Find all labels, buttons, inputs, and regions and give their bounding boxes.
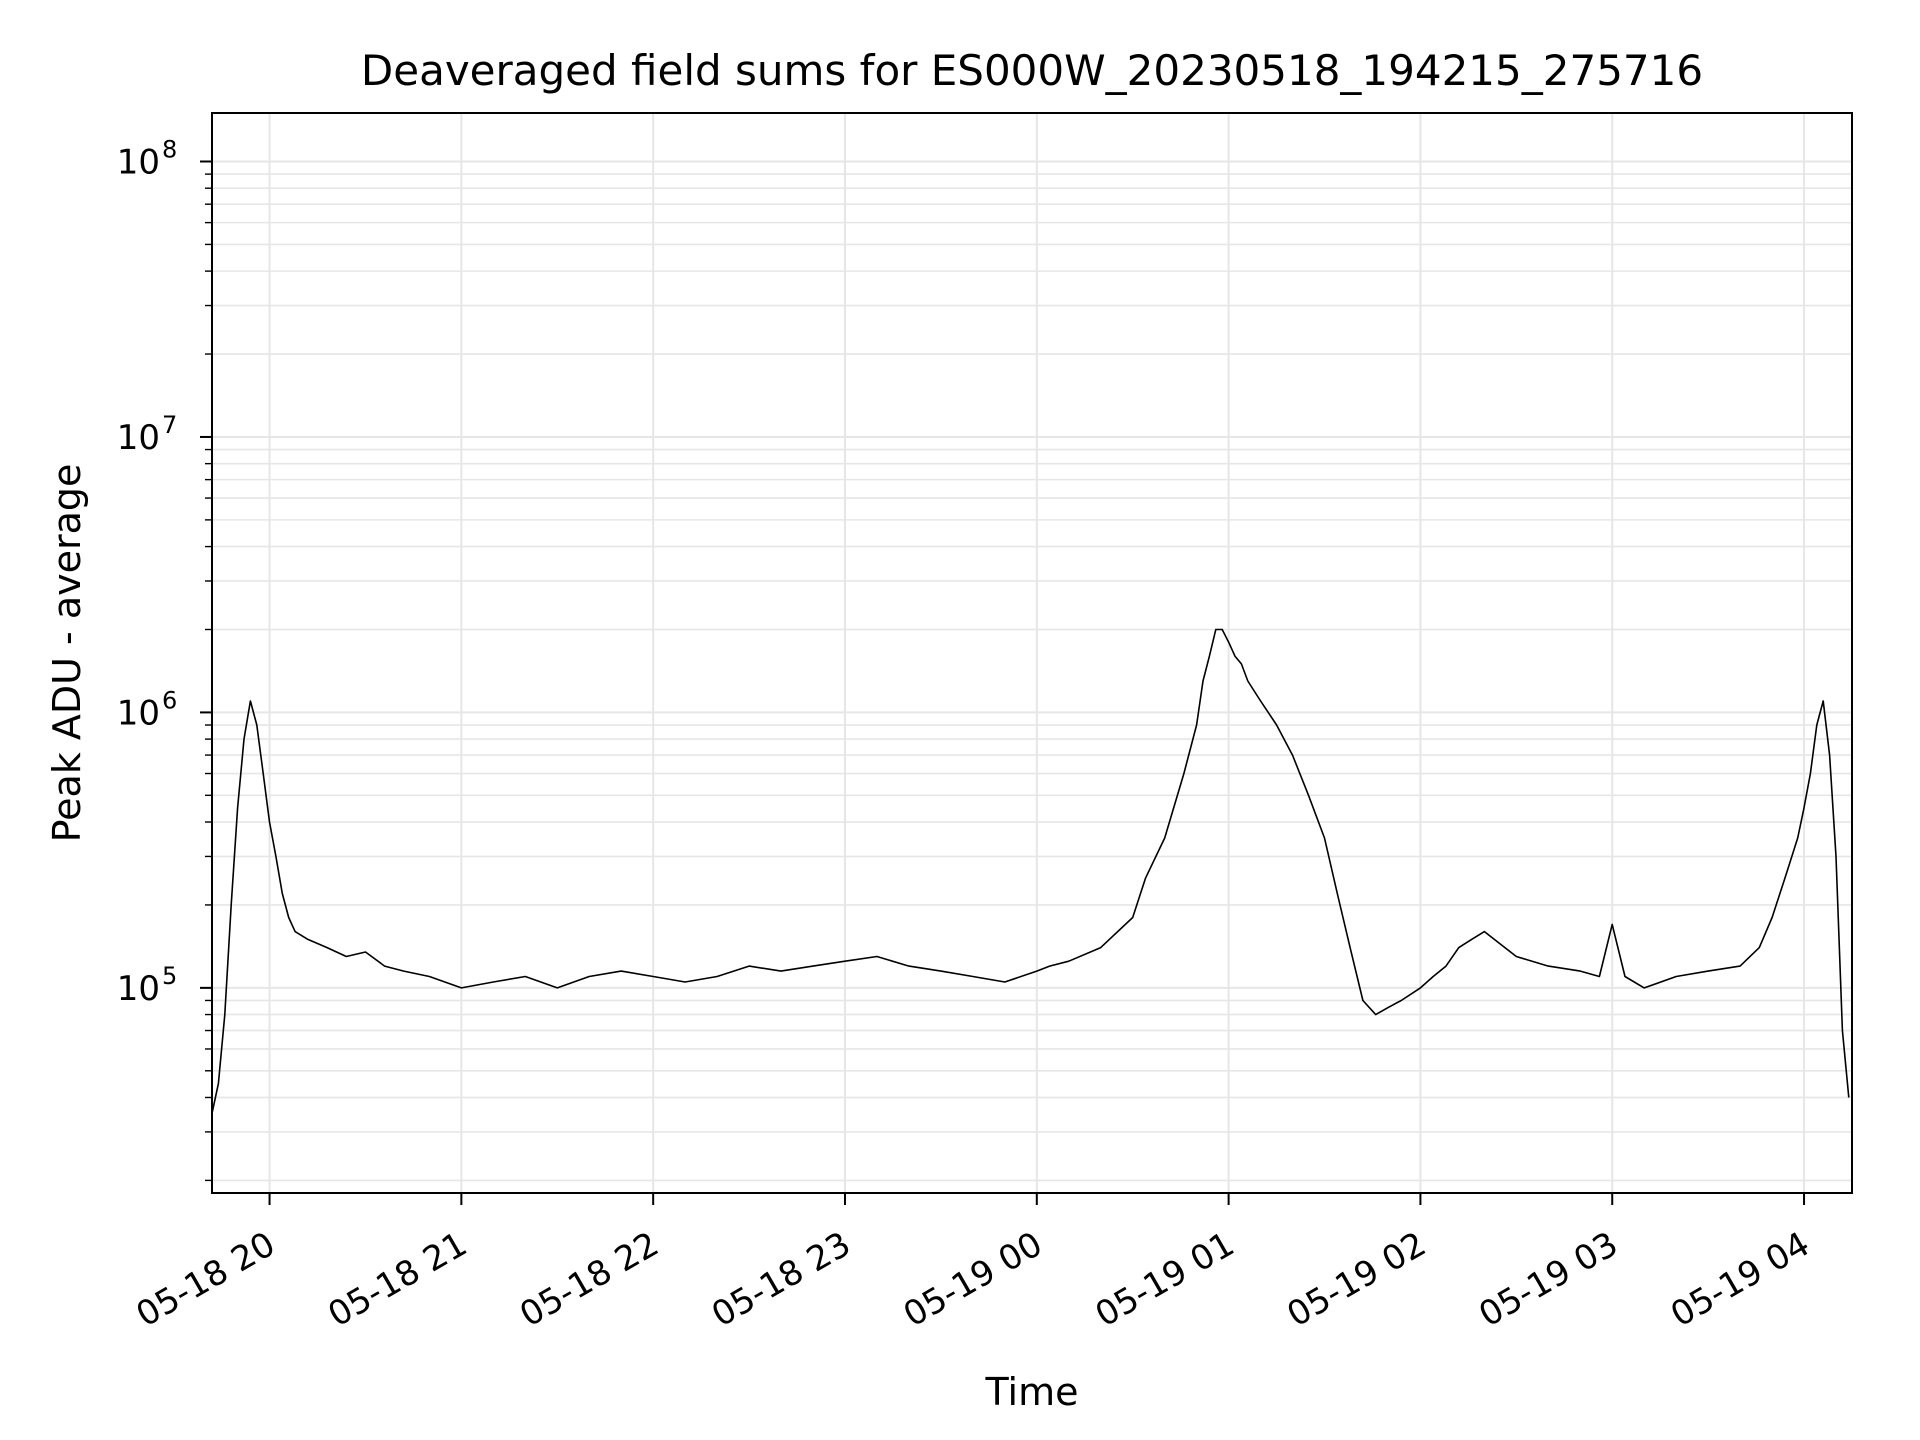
x-axis-label: Time [985,1370,1079,1414]
y-tick-exponent: 6 [162,686,177,714]
y-tick-exponent: 8 [162,136,177,164]
y-tick-label: 10 [117,969,160,1009]
x-tick-label: 05-19 02 [1281,1224,1433,1335]
chart-title: Deaveraged field sums for ES000W_2023051… [361,46,1703,95]
series-line [211,628,1850,1114]
x-tick-label: 05-18 23 [705,1224,857,1335]
y-tick-label: 10 [117,418,160,458]
grid [212,113,1852,1193]
x-tick-label: 05-18 21 [321,1224,473,1335]
plot-frame [211,112,1853,1194]
y-axis-label: Peak ADU - average [45,464,89,843]
plot-background [212,113,1852,1193]
y-tick-label: 10 [117,693,160,733]
x-tick-label: 05-18 22 [513,1224,665,1335]
x-axis: 05-18 20 05-18 21 05-18 22 05-18 23 05-19 00… [130,1193,1817,1335]
x-tick-label: 05-19 01 [1089,1224,1241,1335]
x-tick-label: 05-19 04 [1664,1224,1816,1335]
y-tick-exponent: 5 [162,962,177,990]
y-tick-label: 10 [117,143,160,183]
x-tick-label: 05-18 20 [130,1224,282,1335]
series-layer [211,628,1850,1114]
x-tick-label: 05-19 00 [897,1224,1049,1335]
y-tick-exponent: 7 [162,411,177,439]
x-tick-label: 05-19 03 [1472,1224,1624,1335]
